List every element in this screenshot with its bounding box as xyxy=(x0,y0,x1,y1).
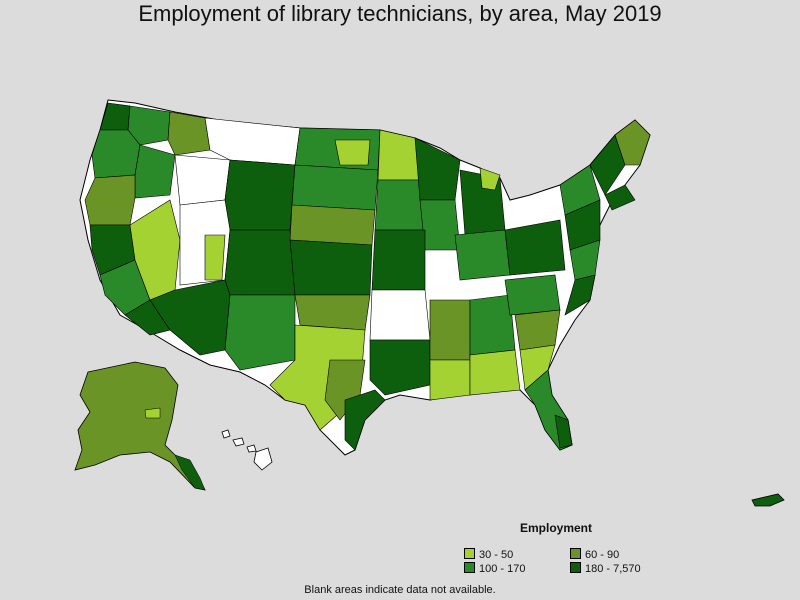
legend-swatch xyxy=(570,548,581,559)
alaska-area-small xyxy=(144,407,161,419)
region-south xyxy=(369,274,573,451)
alaska-southeast xyxy=(174,454,206,491)
legend-item: 180 - 7,570 xyxy=(570,562,641,576)
alaska xyxy=(74,361,206,491)
region-mountain xyxy=(149,117,301,371)
hawaii xyxy=(221,429,273,471)
footnote: Blank areas indicate data not available. xyxy=(304,584,496,596)
region-plains xyxy=(269,127,386,451)
legend-label: 30 - 50 xyxy=(479,549,514,561)
map-legend: Employment 30 - 50 60 - 90 100 - 170 180… xyxy=(464,520,684,580)
legend-title: Employment xyxy=(520,521,593,535)
legend-label: 60 - 90 xyxy=(585,549,620,561)
legend-label: 180 - 7,570 xyxy=(585,563,641,575)
legend-swatch xyxy=(464,548,475,559)
map-title: Employment of library technicians, by ar… xyxy=(138,1,662,26)
legend-swatch xyxy=(570,562,581,573)
puerto-rico xyxy=(751,493,785,507)
legend-swatch xyxy=(464,562,475,573)
region-northeast xyxy=(504,119,651,316)
region-midwest xyxy=(371,129,511,291)
legend-item: 60 - 90 xyxy=(570,548,619,562)
legend-item: 100 - 170 xyxy=(464,562,525,576)
region-west-coast xyxy=(84,102,211,336)
legend-item: 30 - 50 xyxy=(464,548,513,562)
legend-label: 100 - 170 xyxy=(479,563,526,575)
